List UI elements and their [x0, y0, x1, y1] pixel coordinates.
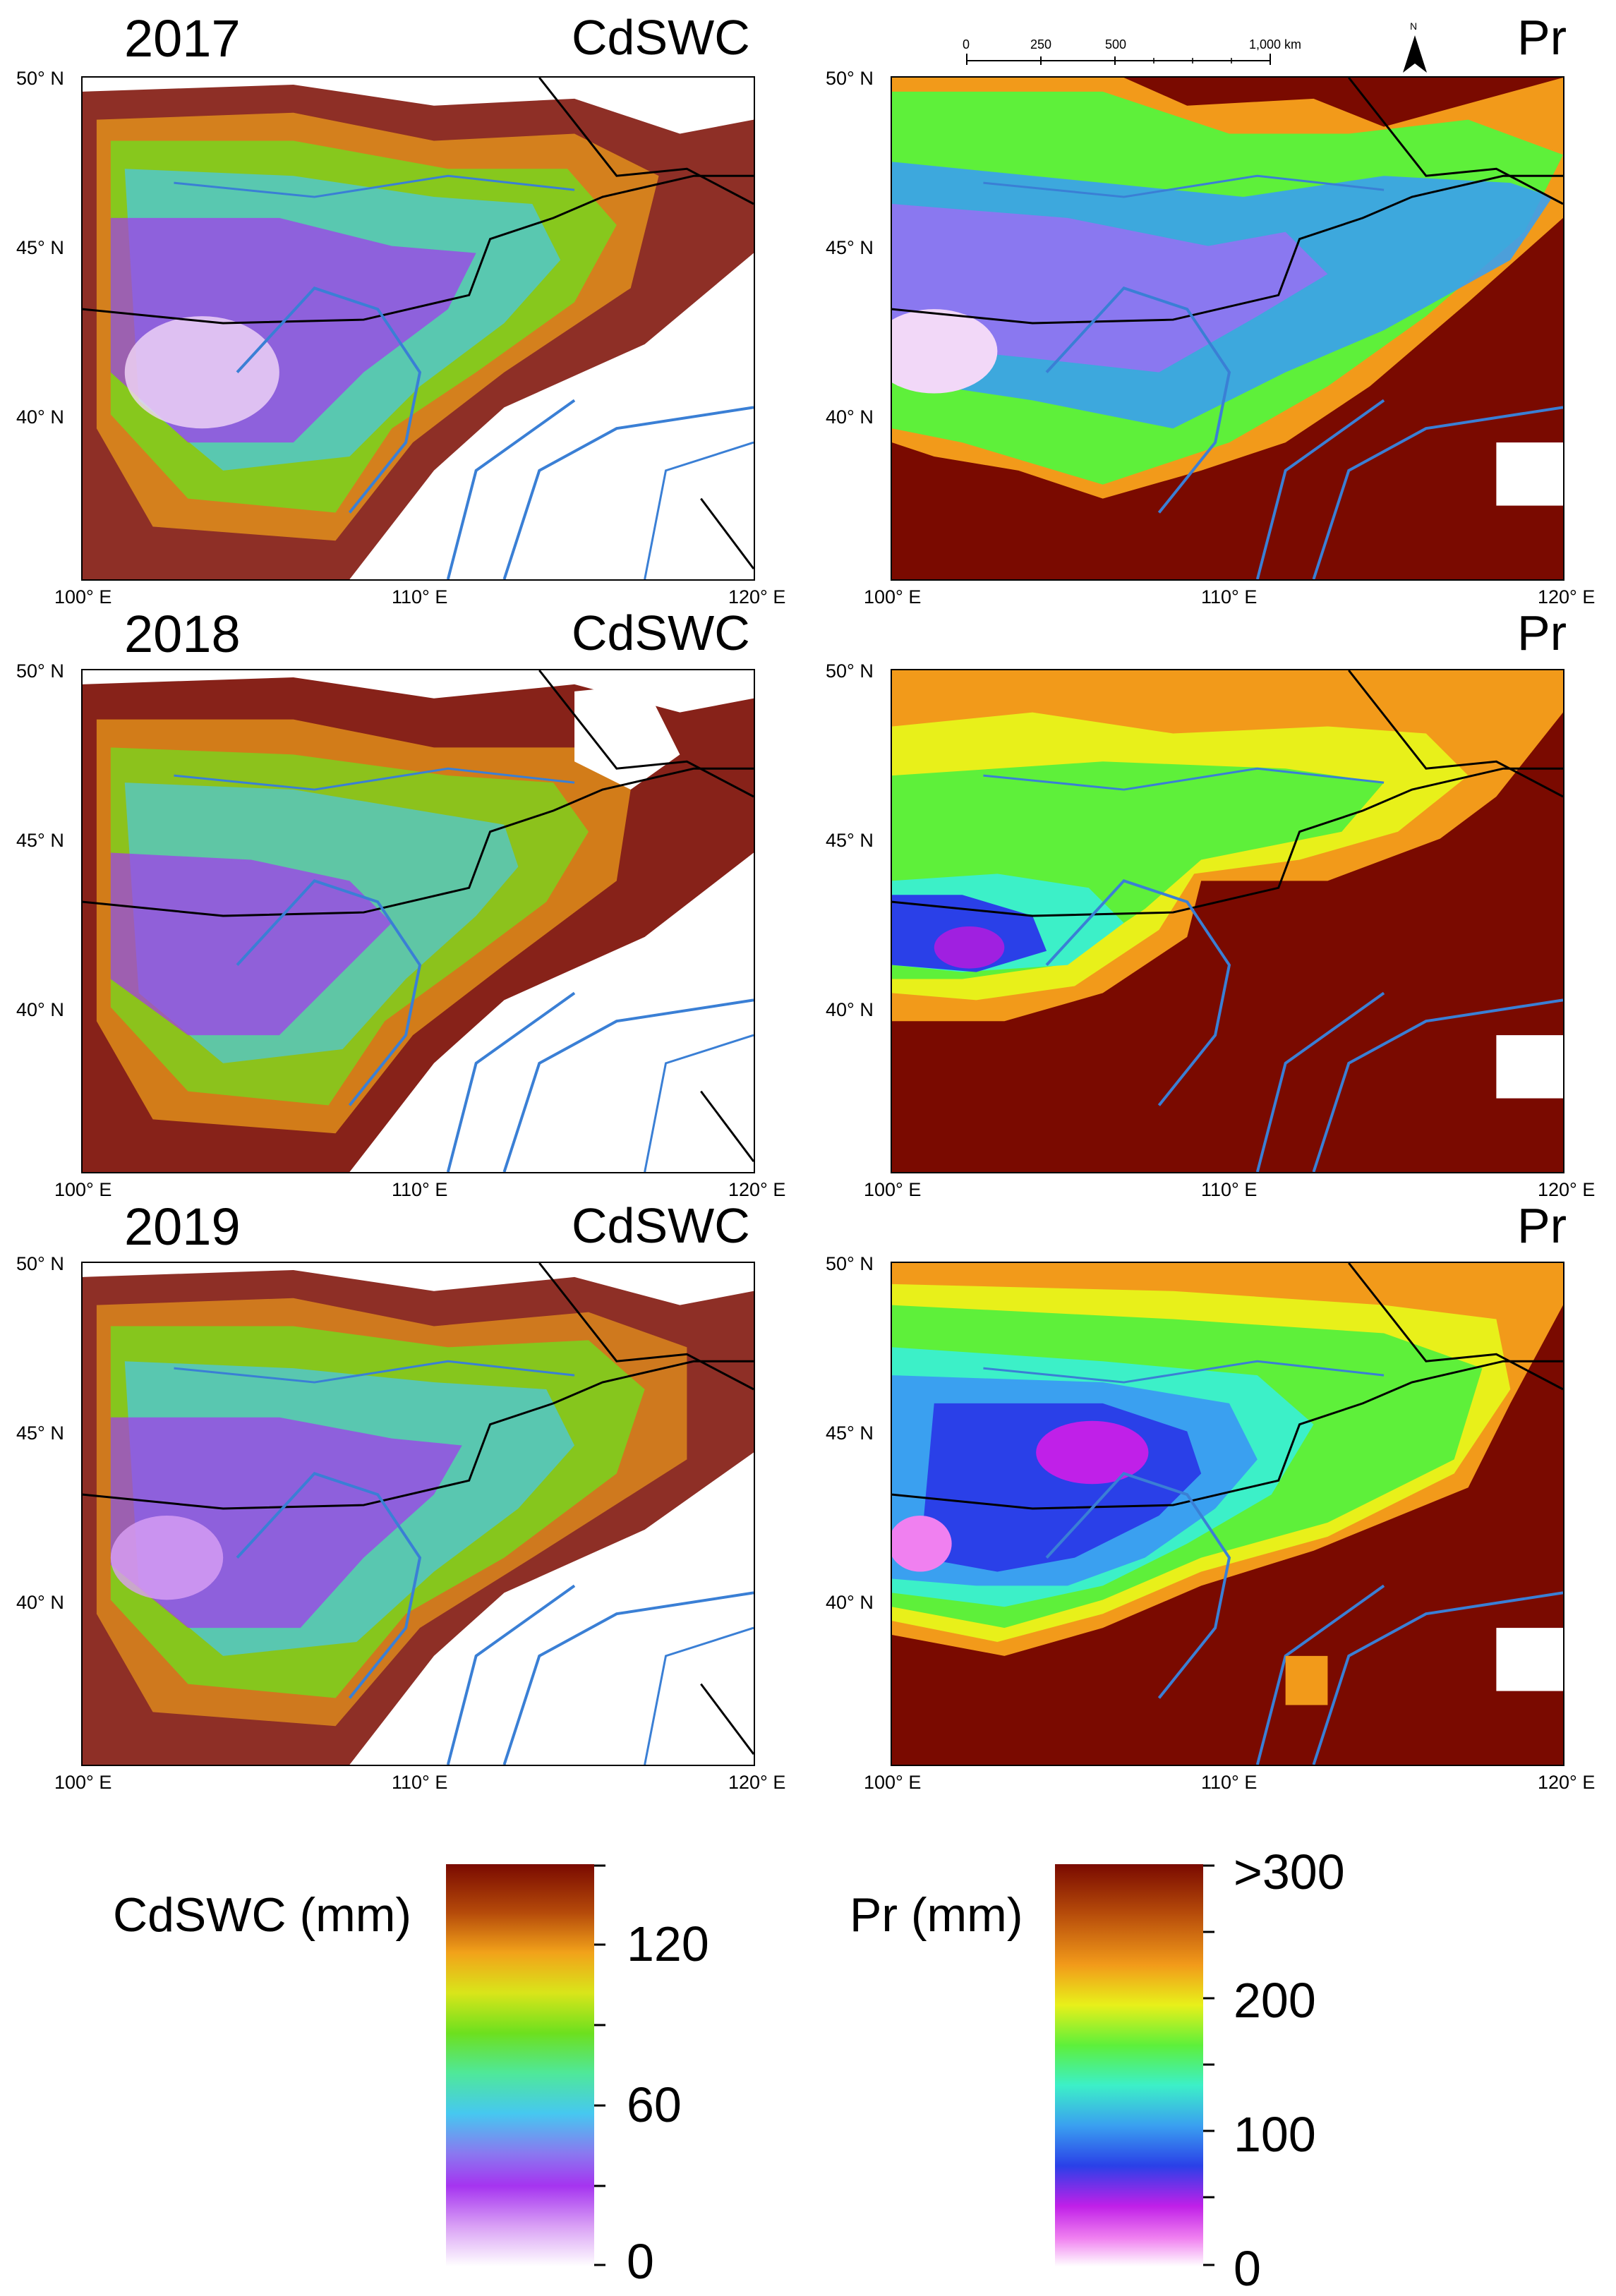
scale-bar	[963, 38, 1274, 69]
lat-tick-label: 45° N	[826, 237, 874, 258]
lat-tick-label: 40° N	[16, 999, 64, 1020]
lat-tick-label: 50° N	[16, 1253, 64, 1274]
lon-tick-label: 120° E	[1538, 1772, 1596, 1793]
lat-tick-label: 45° N	[16, 830, 64, 851]
cdswc-colorbar	[446, 1864, 605, 2266]
lat-tick-label: 45° N	[826, 830, 874, 851]
lon-tick-label: 100° E	[864, 1179, 922, 1200]
lat-tick-label: 40° N	[826, 406, 874, 428]
cdswc-label-60: 60	[627, 2077, 682, 2132]
cdswc-label-120: 120	[627, 1916, 709, 1971]
year-title-2018: 2018	[124, 605, 241, 663]
lon-tick-label: 100° E	[54, 1772, 112, 1793]
lon-tick-label: 100° E	[54, 586, 112, 608]
scale-label-0: 0	[963, 37, 970, 52]
pr-label-300: >300	[1234, 1844, 1345, 1899]
lon-tick-label: 110° E	[392, 1772, 448, 1793]
pr-colorbar-title: Pr (mm)	[850, 1888, 1023, 1942]
cdswc-title-2017: CdSWC	[572, 10, 750, 65]
lat-tick-label: 45° N	[16, 237, 64, 258]
map-pr-2017	[891, 76, 1564, 581]
pr-label-200: 200	[1234, 1973, 1316, 2028]
lon-tick-label: 100° E	[54, 1179, 112, 1200]
year-title-2017: 2017	[124, 9, 241, 68]
lon-tick-label: 100° E	[864, 586, 922, 608]
lat-tick-label: 45° N	[826, 1422, 874, 1444]
lat-tick-label: 50° N	[16, 68, 64, 89]
pr-title-2017: Pr	[1517, 10, 1567, 65]
lon-tick-label: 120° E	[1538, 1179, 1596, 1200]
lon-tick-label: 110° E	[1201, 1179, 1258, 1200]
pr-title-2018: Pr	[1517, 605, 1567, 660]
lon-tick-label: 110° E	[392, 1179, 448, 1200]
map-cdswc-2017	[81, 76, 755, 581]
lon-tick-label: 110° E	[392, 586, 448, 608]
pr-label-100: 100	[1234, 2107, 1316, 2162]
scale-label-1000: 1,000 km	[1249, 37, 1302, 52]
lat-tick-label: 40° N	[16, 406, 64, 428]
cdswc-title-2019: CdSWC	[572, 1198, 750, 1253]
north-arrow-icon	[1397, 20, 1433, 76]
lon-tick-label: 120° E	[1538, 586, 1596, 608]
map-pr-2019	[891, 1262, 1564, 1766]
scale-label-500: 500	[1105, 37, 1127, 52]
lon-tick-label: 110° E	[1201, 1772, 1258, 1793]
scale-label-250: 250	[1030, 37, 1052, 52]
pr-colorbar	[1055, 1864, 1203, 2266]
year-title-2019: 2019	[124, 1197, 241, 1256]
lat-tick-label: 40° N	[826, 1592, 874, 1613]
lat-tick-label: 50° N	[826, 68, 874, 89]
lon-tick-label: 110° E	[1201, 586, 1258, 608]
map-cdswc-2019	[81, 1262, 755, 1766]
cdswc-title-2018: CdSWC	[572, 605, 750, 660]
map-pr-2018	[891, 669, 1564, 1173]
pr-title-2019: Pr	[1517, 1198, 1567, 1253]
lon-tick-label: 100° E	[864, 1772, 922, 1793]
lat-tick-label: 50° N	[16, 660, 64, 682]
map-cdswc-2018	[81, 669, 755, 1173]
lat-tick-label: 40° N	[16, 1592, 64, 1613]
pr-label-0: 0	[1234, 2241, 1261, 2296]
lat-tick-label: 40° N	[826, 999, 874, 1020]
lat-tick-label: 50° N	[826, 660, 874, 682]
lon-tick-label: 120° E	[728, 1179, 786, 1200]
lat-tick-label: 45° N	[16, 1422, 64, 1444]
north-label: N	[1410, 20, 1418, 32]
cdswc-label-0: 0	[627, 2234, 654, 2289]
lon-tick-label: 120° E	[728, 586, 786, 608]
lat-tick-label: 50° N	[826, 1253, 874, 1274]
lon-tick-label: 120° E	[728, 1772, 786, 1793]
cdswc-colorbar-title: CdSWC (mm)	[113, 1888, 412, 1942]
